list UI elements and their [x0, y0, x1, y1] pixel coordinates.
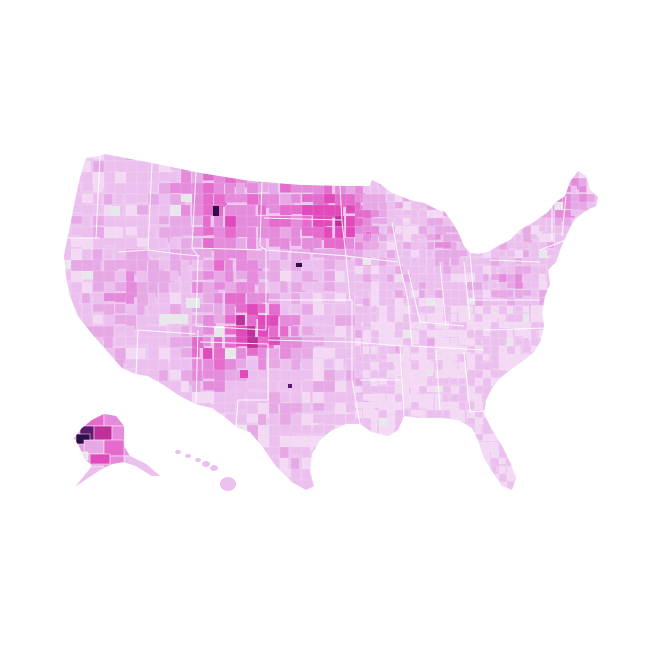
- hawaii: [175, 450, 236, 491]
- alaska: [74, 414, 160, 486]
- contiguous-us: [64, 154, 598, 490]
